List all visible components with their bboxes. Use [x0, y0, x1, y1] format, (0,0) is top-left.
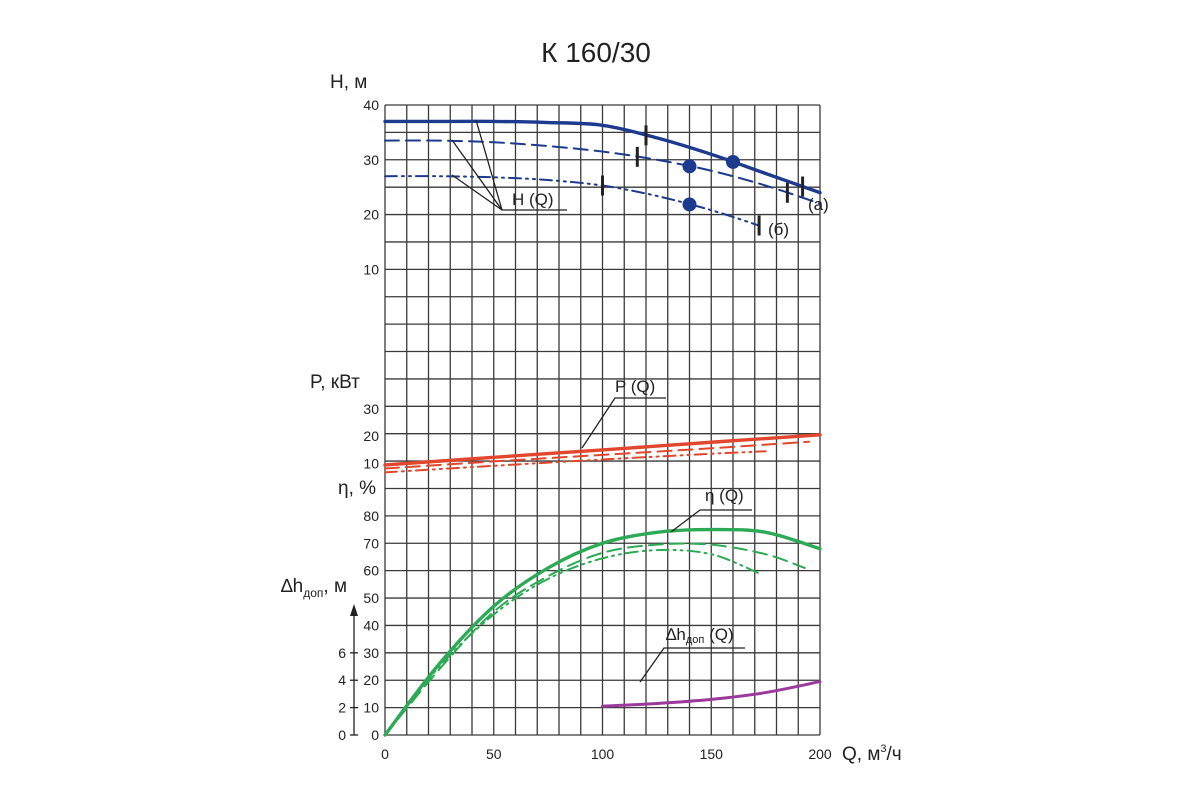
- axes: К 160/300 50 100 150 200 Q, м3/чH, м10203040P…: [281, 37, 902, 765]
- x-tick-label: 0: [381, 746, 389, 762]
- x-tick-label: 50: [486, 746, 502, 762]
- efficiency-tick-label: 0: [371, 727, 379, 743]
- npsh-tick-label: 4: [338, 672, 346, 688]
- power-curve-dash: [384, 440, 811, 470]
- chart-labels: H (Q) (а) (б) P (Q) η (Q) ∆hдоп (Q): [451, 119, 829, 683]
- power-curve-solid: [383, 433, 822, 467]
- chart-grid: [384, 104, 821, 736]
- head-tick-label: 30: [363, 152, 379, 168]
- efficiency-curve-dashdotdot: [384, 548, 761, 736]
- variant-b-label: (б): [768, 220, 789, 239]
- chart-series: [383, 119, 822, 737]
- efficiency-tick-label: 10: [363, 700, 379, 716]
- power-leader-line: [581, 397, 666, 449]
- efficiency-curve-solid: [383, 527, 822, 737]
- chart-title: К 160/30: [541, 37, 651, 68]
- head-curve-solid: [383, 119, 822, 195]
- efficiency-tick-label: 70: [363, 535, 379, 551]
- x-tick-label: 100: [591, 746, 615, 762]
- x-tick-label: 200: [808, 746, 832, 762]
- efficiency-axis-label: η, %: [338, 478, 376, 499]
- chart-markers: [601, 125, 805, 236]
- npsh-curve-solid: [601, 680, 822, 708]
- efficiency-tick-label: 60: [363, 563, 379, 579]
- efficiency-leader-line: [670, 509, 752, 533]
- head-curve-label: H (Q): [512, 190, 554, 209]
- head-tick-label: 40: [363, 97, 379, 113]
- power-tick-label: 30: [363, 401, 379, 417]
- power-tick-label: 20: [363, 428, 379, 444]
- rated-point-dot: [682, 197, 697, 212]
- efficiency-curve-dash: [384, 542, 806, 736]
- npsh-axis-label: ∆hдоп, м: [281, 576, 347, 600]
- variant-a-label: (а): [808, 195, 829, 214]
- head-leader-line: [451, 174, 503, 211]
- npsh-tick-label: 2: [338, 700, 346, 716]
- npsh-tick-label: 6: [338, 645, 346, 661]
- npsh-curve-label: ∆hдоп (Q): [666, 625, 734, 646]
- efficiency-tick-label: 80: [363, 508, 379, 524]
- npsh-leader-line: [639, 647, 745, 683]
- power-tick-label: 10: [363, 456, 379, 472]
- head-tick-label: 10: [363, 261, 379, 277]
- npsh-tick-label: 0: [338, 727, 346, 743]
- head-curve-dashdotdot: [384, 175, 761, 227]
- x-tick-label: 150: [700, 746, 724, 762]
- power-curve-label: P (Q): [615, 377, 655, 396]
- efficiency-tick-label: 40: [363, 617, 379, 633]
- efficiency-tick-label: 20: [363, 672, 379, 688]
- efficiency-tick-label: 30: [363, 645, 379, 661]
- rated-point-dot: [726, 154, 740, 169]
- head-leader-line: [451, 139, 503, 211]
- head-curve-dash: [384, 139, 821, 205]
- power-curve-dashdotdot: [384, 450, 767, 474]
- x-axis-label: Q, м3/ч: [842, 743, 902, 765]
- efficiency-curve-label: η (Q): [705, 486, 744, 505]
- npsh-axis-arrow: [350, 604, 358, 616]
- head-axis-label: H, м: [330, 72, 367, 93]
- head-tick-label: 20: [363, 207, 379, 223]
- power-axis-label: P, кВт: [310, 372, 360, 393]
- efficiency-tick-label: 50: [363, 590, 379, 606]
- rated-point-dot: [682, 159, 697, 174]
